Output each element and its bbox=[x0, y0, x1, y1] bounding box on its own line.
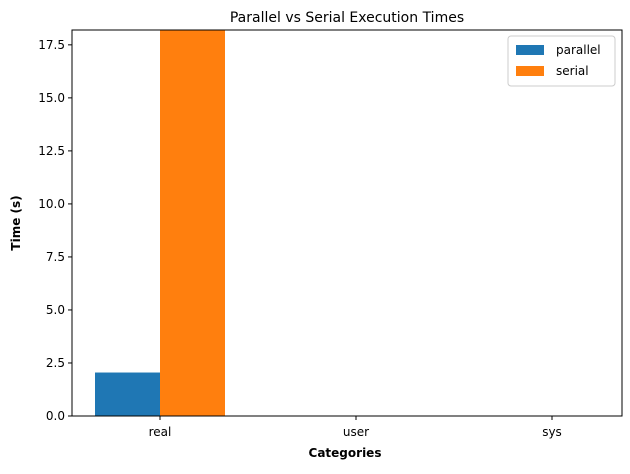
y-axis-label: Time (s) bbox=[9, 195, 23, 250]
bar-parallel-real bbox=[95, 372, 160, 416]
legend-swatch-serial bbox=[516, 66, 544, 76]
legend-label-parallel: parallel bbox=[556, 43, 601, 57]
y-tick-label: 15.0 bbox=[38, 91, 65, 105]
y-tick-label: 17.5 bbox=[38, 38, 65, 52]
y-tick-label: 5.0 bbox=[46, 303, 65, 317]
bars bbox=[95, 30, 225, 416]
x-tick-label-sys: sys bbox=[542, 425, 562, 439]
chart-title: Parallel vs Serial Execution Times bbox=[230, 10, 464, 26]
x-tick-label-real: real bbox=[149, 425, 172, 439]
y-tick-label: 7.5 bbox=[46, 250, 65, 264]
x-tick-label-user: user bbox=[343, 425, 369, 439]
y-tick-label: 2.5 bbox=[46, 356, 65, 370]
bar-serial-real bbox=[160, 30, 225, 416]
y-tick-label: 0.0 bbox=[46, 409, 65, 423]
y-tick-label: 10.0 bbox=[38, 197, 65, 211]
plot-frame bbox=[71, 29, 623, 417]
legend-label-serial: serial bbox=[556, 64, 589, 78]
x-axis-label: Categories bbox=[309, 446, 382, 460]
x-axis: real user sys bbox=[149, 416, 562, 439]
legend: parallel serial bbox=[507, 35, 616, 87]
y-axis: 0.0 2.5 5.0 7.5 10.0 12.5 15.0 17.5 bbox=[38, 38, 72, 423]
y-tick-label: 12.5 bbox=[38, 144, 65, 158]
legend-swatch-parallel bbox=[516, 45, 544, 55]
